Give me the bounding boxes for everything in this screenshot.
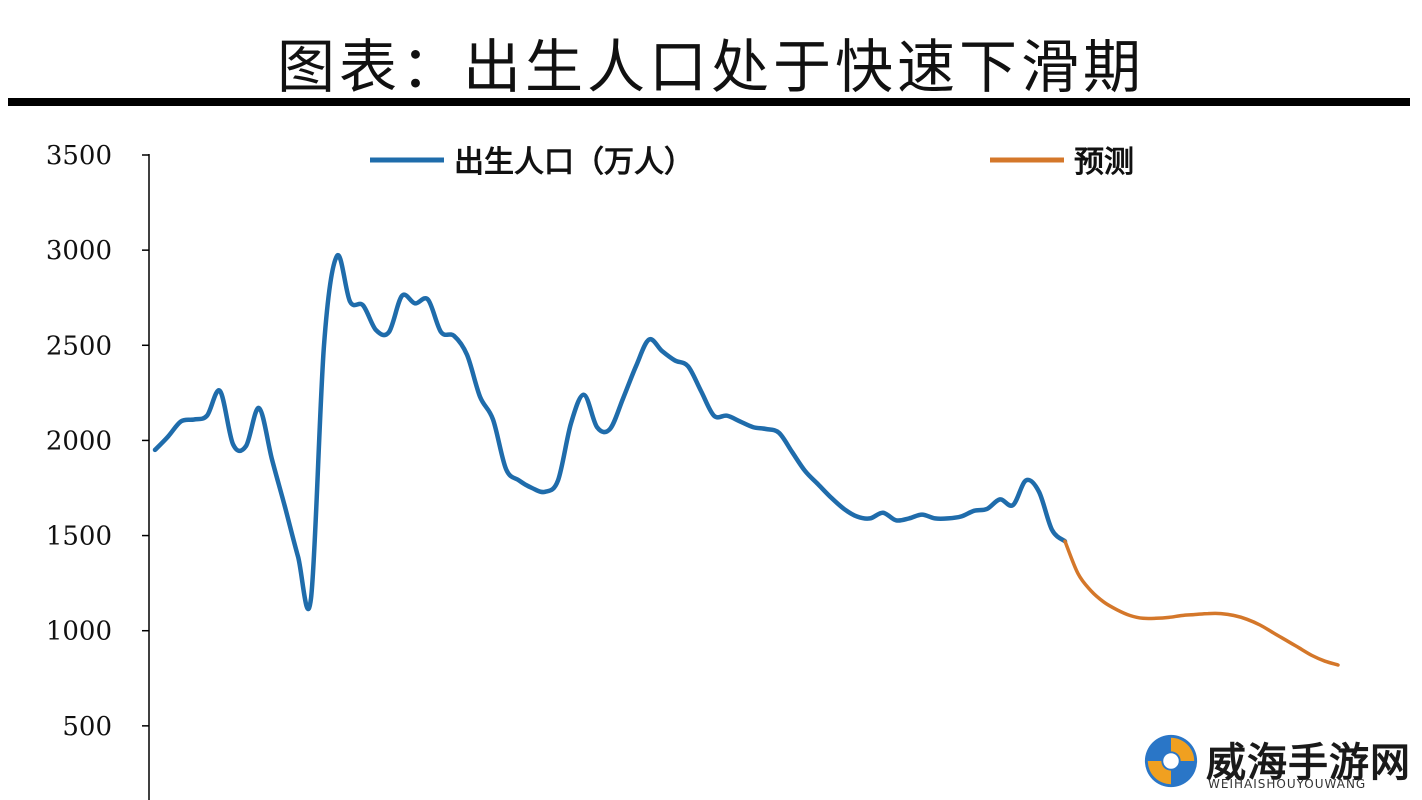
series-lines: [152, 253, 1340, 667]
y-ticks: 500 1000 1500 2000 2500 3000 3500: [46, 141, 149, 742]
title-rule: [8, 98, 1410, 106]
y-tick-label: 3500: [46, 141, 112, 171]
y-tick-label: 2500: [46, 331, 112, 361]
series-line-forecast: [1063, 539, 1340, 667]
legend-label-actual: 出生人口（万人）: [454, 145, 694, 180]
y-tick-label: 1000: [46, 617, 112, 647]
y-tick-label: 500: [62, 712, 112, 742]
watermark: 威海手游网 WEIHAISHOUYOUWANG: [1142, 730, 1412, 794]
watermark-logo-icon: [1144, 734, 1198, 788]
watermark-name: 威海手游网: [1206, 740, 1411, 786]
watermark-subtitle: WEIHAISHOUYOUWANG: [1208, 777, 1367, 791]
chart-title: 图表：出生人口处于快速下滑期: [276, 33, 1145, 101]
y-tick-label: 1500: [46, 522, 112, 552]
y-tick-label: 3000: [46, 236, 112, 266]
series-line-actual: [152, 253, 1068, 612]
legend: 出生人口（万人） 预测: [370, 145, 1134, 180]
y-tick-label: 2000: [46, 426, 112, 456]
legend-label-forecast: 预测: [1074, 145, 1134, 180]
